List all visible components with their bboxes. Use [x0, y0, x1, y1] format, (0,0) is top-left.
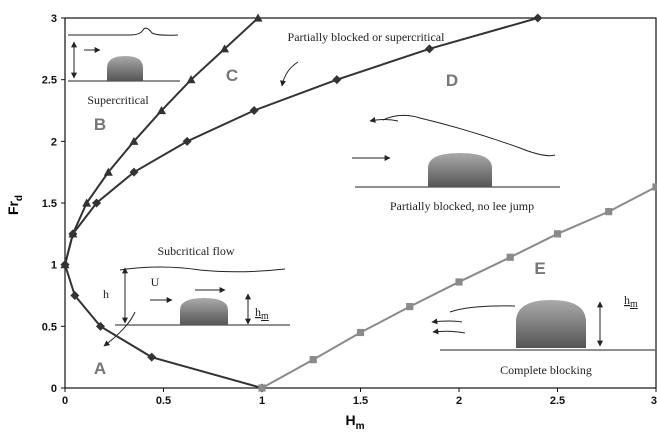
series-line — [262, 187, 656, 388]
obstacle-height-label: hm — [255, 305, 269, 322]
x-tick-label: 1.5 — [353, 395, 368, 407]
y-label-main: Fr — [5, 201, 21, 216]
marker — [258, 384, 265, 391]
marker — [357, 329, 364, 336]
x-label-main: H — [345, 412, 355, 428]
annotation: U — [151, 275, 160, 289]
marker — [310, 356, 317, 363]
x-axis-label: Hm — [345, 412, 364, 432]
annotation: Subcritical flow — [158, 244, 235, 258]
label-sub: m — [261, 311, 269, 322]
marker — [332, 75, 341, 84]
x-tick-label: 3 — [651, 395, 657, 407]
marker — [406, 303, 413, 310]
annotation: C — [226, 66, 238, 85]
y-label-sub: d — [14, 195, 25, 201]
sketches — [68, 28, 655, 350]
annotation: Supercritical — [87, 93, 149, 107]
annotation: Complete blocking — [500, 363, 592, 377]
marker — [147, 353, 156, 362]
series-line — [65, 18, 258, 265]
x-tick-label: 2.5 — [550, 395, 565, 407]
marker — [455, 278, 462, 285]
annotation: D — [446, 71, 458, 90]
x-tick-label: 2 — [456, 395, 462, 407]
y-tick-label: 0.5 — [42, 321, 57, 333]
annotation: Partially blocked, no lee jump — [390, 199, 534, 213]
y-tick-label: 3 — [51, 13, 57, 25]
y-tick-label: 0 — [51, 383, 57, 395]
x-label-sub: m — [356, 421, 365, 432]
marker — [652, 183, 657, 190]
marker — [250, 106, 259, 115]
annotation: E — [534, 259, 545, 278]
x-tick-label: 0.5 — [156, 395, 171, 407]
y-axis-label: Frd — [5, 195, 25, 215]
y-tick-label: 2 — [51, 136, 57, 148]
annotation: h — [103, 287, 109, 301]
marker — [554, 230, 561, 237]
marker — [533, 14, 542, 23]
marker — [507, 254, 514, 261]
x-tick-label: 0 — [62, 395, 68, 407]
x-tick-label: 1 — [259, 395, 265, 407]
marker — [605, 208, 612, 215]
annotation: A — [94, 359, 106, 378]
y-tick-label: 1 — [51, 260, 57, 272]
annotation: Partially blocked or supercritical — [288, 30, 446, 44]
y-tick-label: 1.5 — [42, 198, 57, 210]
chart: Hm Frd 0 0.5 1 1.5 2 2.5 3 0 0.5 1 1.5 2 2.5 3 A B C D E Su… — [0, 0, 657, 434]
annotation: B — [94, 115, 106, 134]
obstacle-height-label: hm — [624, 293, 638, 310]
label-sub: m — [630, 299, 638, 310]
y-tick-label: 2.5 — [42, 75, 57, 87]
marker — [425, 44, 434, 53]
marker — [183, 137, 192, 146]
